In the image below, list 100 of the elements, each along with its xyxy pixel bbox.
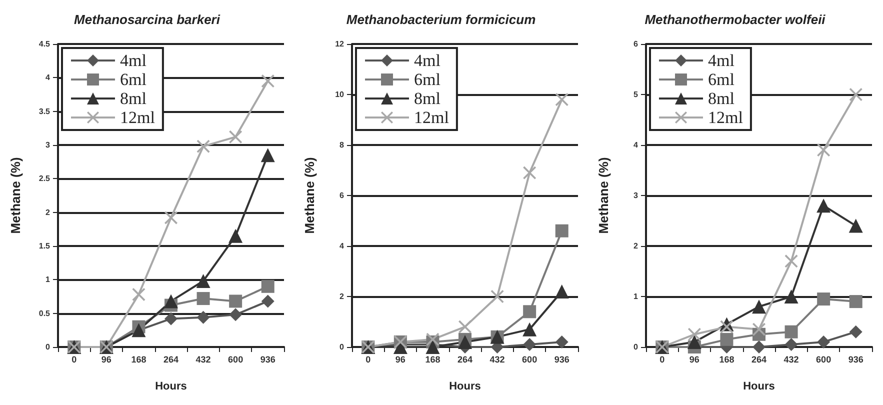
legend-label: 6ml	[120, 70, 147, 89]
point	[720, 332, 734, 346]
point	[132, 288, 146, 301]
x-tick-label: 96	[101, 354, 112, 364]
y-tick-label: 0	[46, 342, 51, 352]
point	[426, 332, 440, 346]
point	[164, 294, 178, 308]
legend-label: 8ml	[414, 89, 441, 108]
x-tick-label: 432	[196, 354, 211, 364]
x-tick-label: 96	[395, 354, 406, 364]
y-tick-label: 3	[46, 140, 51, 150]
point	[164, 312, 178, 326]
point	[817, 292, 830, 306]
point	[523, 166, 536, 180]
y-axis-title: Methane (%)	[8, 157, 23, 234]
x-tick-label: 96	[689, 354, 700, 364]
x-tick-label: 168	[719, 354, 734, 364]
point	[817, 144, 830, 157]
point	[752, 340, 766, 354]
legend-label: 4ml	[708, 51, 735, 70]
legend-label: 4ml	[414, 51, 441, 70]
x-tick-label: 264	[751, 354, 767, 364]
point	[458, 320, 472, 334]
x-tick-label: 936	[554, 354, 570, 364]
point	[784, 338, 798, 351]
x-tick-label: 432	[490, 354, 505, 364]
point	[752, 300, 766, 314]
legend-label: 12ml	[708, 108, 744, 127]
y-tick-label: 8	[340, 140, 345, 150]
point	[849, 88, 862, 101]
point	[784, 325, 798, 338]
x-tick-label: 0	[660, 354, 665, 364]
point	[687, 334, 702, 349]
y-tick-label: 6	[340, 191, 345, 200]
point	[490, 290, 504, 303]
x-tick-label: 600	[816, 354, 832, 364]
x-tick-label: 168	[131, 354, 146, 364]
point	[228, 228, 243, 243]
point	[720, 320, 734, 334]
point	[784, 290, 798, 304]
y-tick-label: 0.5	[38, 308, 51, 318]
y-tick-label: 2.5	[38, 174, 51, 184]
point	[164, 211, 178, 224]
y-tick-label: 4	[634, 140, 639, 150]
y-tick-label: 5	[634, 90, 639, 99]
x-tick-label: 168	[425, 354, 440, 364]
point	[261, 74, 274, 88]
legend-label: 6ml	[708, 70, 735, 89]
y-tick-label: 0	[340, 342, 345, 352]
point	[849, 295, 862, 308]
y-tick-label: 6	[634, 40, 639, 48]
y-axis-title: Methane (%)	[596, 157, 611, 234]
point	[752, 322, 766, 336]
y-tick-label: 1	[46, 275, 51, 284]
y-tick-label: 2	[340, 292, 345, 301]
y-tick-label: 12	[335, 40, 345, 48]
y-tick-label: 3	[634, 191, 639, 200]
legend-label: 4ml	[120, 51, 147, 70]
point	[522, 322, 537, 336]
point	[196, 310, 210, 324]
point	[817, 335, 830, 348]
point	[554, 284, 569, 298]
y-tick-label: 10	[335, 90, 345, 99]
y-tick-label: 1.5	[38, 242, 51, 250]
point	[458, 334, 472, 349]
x-tick-label: 0	[366, 354, 371, 364]
point	[523, 305, 536, 318]
x-axis-title: Hours	[155, 380, 187, 392]
point	[261, 280, 274, 293]
point	[555, 224, 568, 238]
legend-label: 8ml	[120, 89, 147, 108]
y-tick-label: 4	[340, 242, 345, 250]
x-tick-label: 936	[260, 354, 276, 364]
chart-title: Methanosarcina barkeri	[74, 12, 220, 27]
y-tick-label: 1	[634, 292, 639, 301]
point	[849, 325, 862, 338]
x-tick-label: 264	[163, 354, 179, 364]
point	[816, 198, 831, 213]
point	[784, 254, 798, 268]
point	[229, 294, 242, 308]
legend-label: 6ml	[414, 70, 441, 89]
x-tick-label: 600	[228, 354, 244, 364]
y-tick-label: 2	[634, 242, 639, 250]
y-tick-label: 4	[46, 73, 51, 82]
legend-label: 12ml	[120, 108, 156, 127]
y-tick-label: 2	[46, 208, 51, 217]
x-tick-label: 0	[72, 354, 77, 364]
x-axis-title: Hours	[743, 380, 775, 392]
point	[196, 274, 210, 288]
y-tick-label: 3.5	[38, 106, 51, 116]
point	[555, 335, 568, 348]
x-tick-label: 432	[784, 354, 799, 364]
point	[555, 93, 568, 106]
x-tick-label: 600	[522, 354, 538, 364]
legend-label: 8ml	[708, 89, 735, 108]
point	[688, 328, 701, 341]
x-tick-label: 264	[457, 354, 473, 364]
chart-title: Methanothermobacter wolfeii	[644, 12, 826, 27]
point	[848, 218, 863, 233]
point	[196, 140, 210, 153]
